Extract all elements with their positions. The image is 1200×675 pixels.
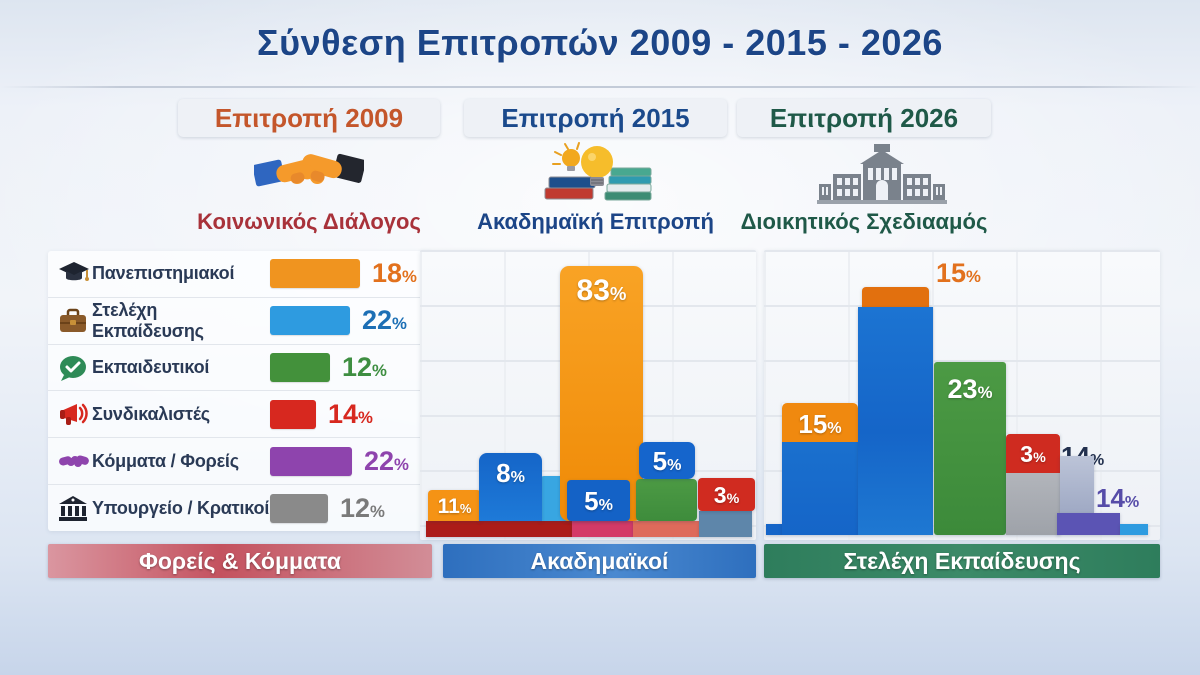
legend-row-teachers: Εκπαιδευτικοί 12% (48, 345, 432, 392)
bar-2015-orange-83: 83% (560, 266, 643, 521)
legend-value: 22% (364, 445, 409, 476)
chart-panel-2015: 11% 8% 83% 5% 5% 3% (420, 250, 756, 540)
bar-2026-gray-redcap-3: 3% (1006, 434, 1060, 535)
legend-row-education-executives: Στελέχη Εκπαίδευσης 22% (48, 298, 432, 345)
legend-2009: Πανεπιστημιακοί 18% Στελέχη Εκπαίδευσης … (48, 251, 432, 531)
bar-2026-lightblue-tiny (1120, 524, 1148, 535)
header-2026: Επιτροπή 2026 (737, 99, 991, 137)
chart-panel-2026: 15% 15% 23% 3% 14% 14% (764, 250, 1160, 540)
bar-2026-tall-blue (858, 307, 933, 535)
title-divider (0, 86, 1200, 88)
header-2009: Επιτροπή 2009 (178, 99, 440, 137)
legend-swatch-red (270, 399, 316, 429)
handshake-small-icon (58, 446, 92, 476)
bar-2026-blue-step (766, 524, 782, 535)
caption-2009: Κοινωνικός Διάλογος (197, 209, 421, 234)
legend-label: Στελέχη Εκπαίδευσης (92, 299, 204, 341)
header-2015: Επιτροπή 2015 (464, 99, 727, 137)
government-building-icon (817, 142, 947, 204)
base-strip-pink (572, 521, 633, 537)
caption-2026: Διοικητικός Σχεδιααμός (740, 209, 988, 234)
footer-label-parties: Φορείς & Κόμματα (48, 544, 432, 578)
legend-swatch-gray (270, 493, 328, 523)
legend-value: 22% (362, 305, 407, 336)
bar-2015-orange-11: 11% (428, 490, 481, 521)
legend-value: 18% (372, 258, 417, 289)
bar-body-gray (1006, 473, 1060, 535)
bar-2015-green-5 (636, 479, 697, 521)
bar-2026-lavender-14 (1060, 456, 1094, 513)
bar-2015-red-3: 3% (698, 478, 755, 511)
base-strip-steel (699, 511, 752, 537)
legend-row-parties: Κόμματα / Φορείς 22% (48, 438, 432, 486)
books-lightbulb-icon (535, 138, 655, 204)
legend-swatch-purple (270, 446, 352, 476)
footer-label-education-executives: Στελέχη Εκπαίδευσης (764, 544, 1160, 578)
bank-icon (58, 493, 92, 523)
bar-2026-purple-14 (1057, 513, 1120, 535)
bar-2015-green-5-label-chip: 5% (639, 442, 695, 479)
bar-2026-green-23: 23% (934, 362, 1006, 535)
page-title: Σύνθεση Επιτροπών 2009 - 2015 - 2026 (257, 22, 943, 63)
legend-value: 12% (342, 352, 387, 383)
base-strip-salmon (633, 521, 699, 537)
briefcase-icon (58, 306, 92, 336)
bar-cap-red: 3% (1006, 434, 1060, 473)
bar-body-blue (782, 442, 858, 535)
bar-2026-tall-value-label: 15% (936, 258, 981, 288)
legend-swatch-orange (270, 259, 360, 289)
bar-2026-purple-value-label: 14% (1096, 483, 1140, 513)
legend-value: 12% (340, 492, 385, 523)
bar-2026-blue-orangecap-15: 15% (782, 403, 858, 535)
legend-row-universities: Πανεπιστημιακοί 18% (48, 251, 432, 298)
legend-label: Πανεπιστημιακοί (92, 263, 235, 284)
footer-label-academics: Ακαδημαϊκοί (443, 544, 756, 578)
legend-row-unionists: Συνδικαλιστές 14% (48, 391, 432, 439)
handshake-icon (254, 142, 364, 204)
bar-cap-orange: 15% (782, 403, 858, 442)
legend-label: Κόμματα / Φορείς (92, 450, 239, 471)
chat-check-icon (58, 353, 92, 383)
megaphone-icon (58, 399, 92, 429)
legend-value: 14% (328, 398, 373, 429)
legend-row-ministry: Υπουργείο / Κρατικοί 12% (48, 485, 432, 531)
graduation-cap-icon (58, 259, 92, 289)
legend-label: Εκπαιδευτικοί (92, 357, 210, 378)
bar-2015-blue-5: 5% (567, 480, 630, 521)
legend-swatch-green (270, 353, 330, 383)
bar-2026-tall-orange-cap (862, 287, 929, 307)
bar-2015-blue-8: 8% (479, 453, 542, 521)
legend-label: Υπουργείο / Κρατικοί (92, 497, 270, 518)
base-strip-dark-red (426, 521, 572, 537)
legend-swatch-blue (270, 306, 350, 336)
caption-2015: Ακαδημαϊκή Επιτροπή (477, 209, 714, 234)
legend-label: Συνδικαλιστές (92, 403, 210, 424)
